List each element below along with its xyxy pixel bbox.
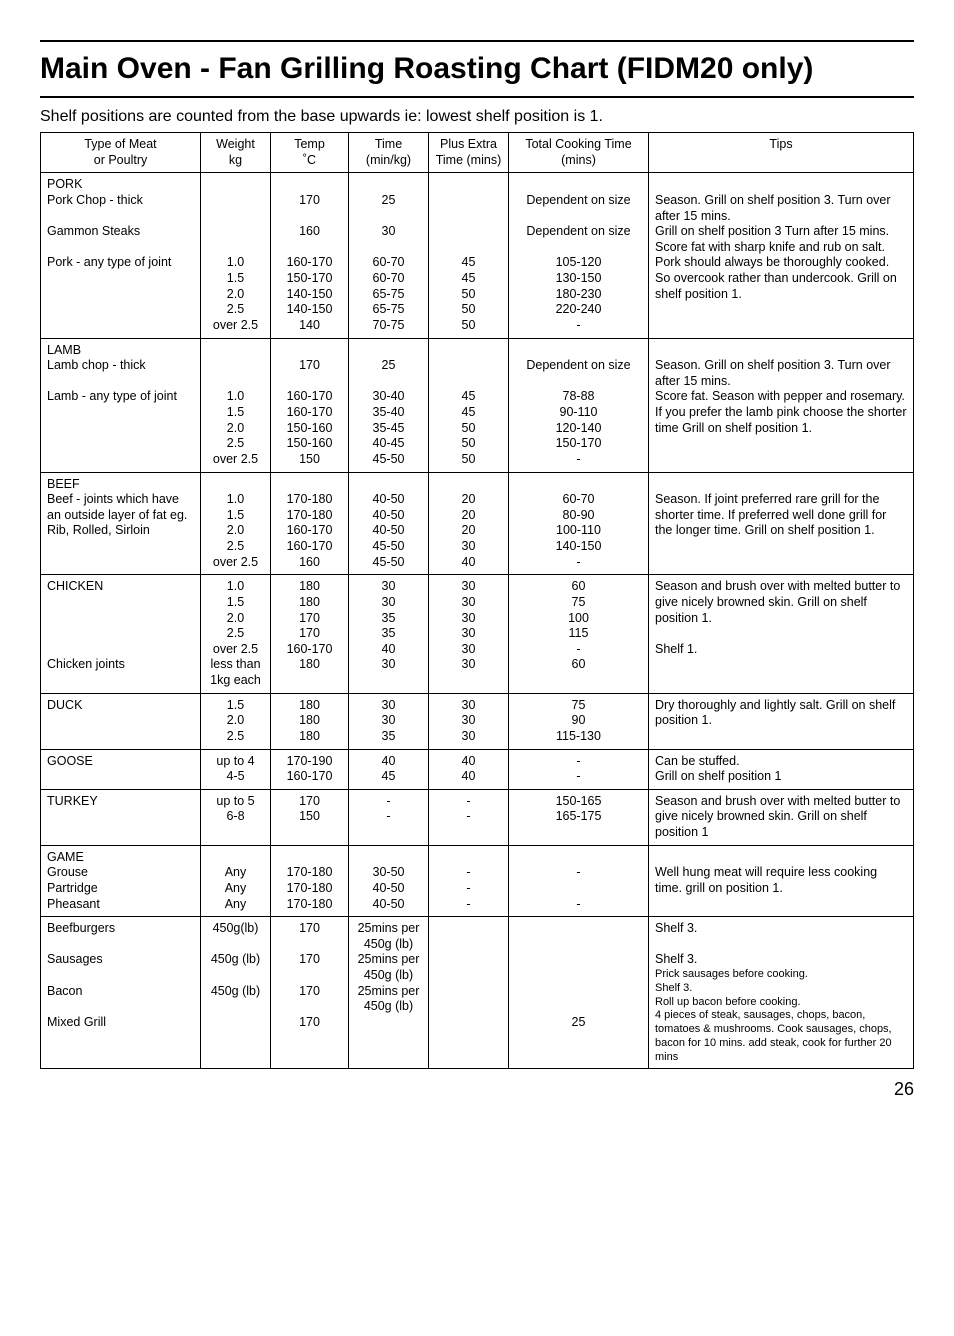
cell-temp: 170 170 170 170 (271, 917, 349, 1069)
table-row: GAMEGrousePartridgePheasant AnyAnyAny 17… (41, 845, 914, 917)
cell-tips: Season. Grill on shelf position 3. Turn … (649, 338, 914, 472)
rule-top (40, 40, 914, 42)
cell-total: 150-165165-175 (509, 789, 649, 845)
col-total: Total Cooking Time(mins) (509, 133, 649, 173)
cell-weight: 1.01.52.02.5over 2.5less than 1kg each (201, 575, 271, 693)
cell-weight: 1.52.02.5 (201, 693, 271, 749)
table-row: CHICKEN Chicken joints1.01.52.02.5over 2… (41, 575, 914, 693)
cell-time: 25 30-4035-4035-4540-4545-50 (349, 338, 429, 472)
table-row: BEEFBeef - joints which have an outside … (41, 472, 914, 575)
cell-temp: 170-180170-180160-170160-170160 (271, 472, 349, 575)
page-title: Main Oven - Fan Grilling Roasting Chart … (40, 46, 914, 92)
cell-temp: 170 160-170160-170150-160150-160150 (271, 338, 349, 472)
cell-plus: 303030303030 (429, 575, 509, 693)
table-row: TURKEYup to 56-8170150----150-165165-175… (41, 789, 914, 845)
cell-tips: Season and brush over with melted butter… (649, 575, 914, 693)
cell-plus: -- (429, 789, 509, 845)
cell-time: 4045 (349, 749, 429, 789)
cell-temp: 170150 (271, 789, 349, 845)
cell-time: -- (349, 789, 429, 845)
cell-temp: 170-180170-180170-180 (271, 845, 349, 917)
roasting-chart-table: Type of Meator Poultry Weightkg Temp˚C T… (40, 132, 914, 1069)
cell-total: 60-7080-90100-110140-150- (509, 472, 649, 575)
table-row: DUCK1.52.02.5180180180303035303030759011… (41, 693, 914, 749)
cell-tips: Dry thoroughly and lightly salt. Grill o… (649, 693, 914, 749)
cell-type: GAMEGrousePartridgePheasant (41, 845, 201, 917)
cell-temp: 180180180 (271, 693, 349, 749)
cell-plus: 4545505050 (429, 338, 509, 472)
cell-plus: --- (429, 845, 509, 917)
cell-time: 25mins per 450g (lb)25mins per 450g (lb)… (349, 917, 429, 1069)
cell-total: 7590115-130 (509, 693, 649, 749)
col-plus: Plus ExtraTime (mins) (429, 133, 509, 173)
cell-weight: AnyAnyAny (201, 845, 271, 917)
cell-plus: 4545505050 (429, 173, 509, 338)
cell-temp: 180180170170160-170180 (271, 575, 349, 693)
col-time: Time(min/kg) (349, 133, 429, 173)
cell-time: 25 30 60-7060-7065-7565-7570-75 (349, 173, 429, 338)
cell-plus: 303030 (429, 693, 509, 749)
cell-tips: Can be stuffed.Grill on shelf position 1 (649, 749, 914, 789)
table-row: Beefburgers Sausages Bacon Mixed Grill45… (41, 917, 914, 1069)
cell-time: 40-5040-5040-5045-5045-50 (349, 472, 429, 575)
cell-temp: 170 160 160-170150-170140-150140-150140 (271, 173, 349, 338)
intro-text: Shelf positions are counted from the bas… (40, 108, 914, 126)
col-type: Type of Meator Poultry (41, 133, 201, 173)
cell-weight: up to 56-8 (201, 789, 271, 845)
cell-tips: Season and brush over with melted butter… (649, 789, 914, 845)
table-body: PORKPork Chop - thick Gammon Steaks Pork… (41, 173, 914, 1069)
cell-weight: 450g(lb) 450g (lb) 450g (lb) (201, 917, 271, 1069)
cell-type: Beefburgers Sausages Bacon Mixed Grill (41, 917, 201, 1069)
cell-type: TURKEY (41, 789, 201, 845)
cell-plus: 4040 (429, 749, 509, 789)
table-row: PORKPork Chop - thick Gammon Steaks Pork… (41, 173, 914, 338)
page-number: 26 (40, 1079, 914, 1100)
cell-plus: 2020203040 (429, 472, 509, 575)
cell-type: PORKPork Chop - thick Gammon Steaks Pork… (41, 173, 201, 338)
cell-total: Dependent on size 78-8890-110120-140150-… (509, 338, 649, 472)
cell-type: LAMBLamb chop - thick Lamb - any type of… (41, 338, 201, 472)
col-tips: Tips (649, 133, 914, 173)
cell-time: 303035 (349, 693, 429, 749)
table-header-row: Type of Meator Poultry Weightkg Temp˚C T… (41, 133, 914, 173)
cell-type: GOOSE (41, 749, 201, 789)
cell-weight: up to 44-5 (201, 749, 271, 789)
cell-total: -- (509, 749, 649, 789)
table-row: GOOSEup to 44-5170-190160-17040454040--C… (41, 749, 914, 789)
cell-tips: Shelf 3. Shelf 3.Prick sausages before c… (649, 917, 914, 1069)
cell-time: 30-5040-5040-50 (349, 845, 429, 917)
cell-total: - - (509, 845, 649, 917)
cell-plus (429, 917, 509, 1069)
cell-tips: Well hung meat will require less cooking… (649, 845, 914, 917)
cell-total: Dependent on size Dependent on size 105-… (509, 173, 649, 338)
cell-tips: Season. If joint preferred rare grill fo… (649, 472, 914, 575)
cell-weight: 1.01.52.02.5over 2.5 (201, 472, 271, 575)
cell-type: CHICKEN Chicken joints (41, 575, 201, 693)
cell-tips: Season. Grill on shelf position 3. Turn … (649, 173, 914, 338)
cell-time: 303035354030 (349, 575, 429, 693)
col-weight: Weightkg (201, 133, 271, 173)
cell-total: 6075100115-60 (509, 575, 649, 693)
rule-bottom (40, 96, 914, 98)
cell-weight: 1.01.52.02.5over 2.5 (201, 173, 271, 338)
cell-weight: 1.01.52.02.5over 2.5 (201, 338, 271, 472)
cell-type: DUCK (41, 693, 201, 749)
col-temp: Temp˚C (271, 133, 349, 173)
cell-type: BEEFBeef - joints which have an outside … (41, 472, 201, 575)
cell-total: 25 (509, 917, 649, 1069)
table-row: LAMBLamb chop - thick Lamb - any type of… (41, 338, 914, 472)
cell-temp: 170-190160-170 (271, 749, 349, 789)
